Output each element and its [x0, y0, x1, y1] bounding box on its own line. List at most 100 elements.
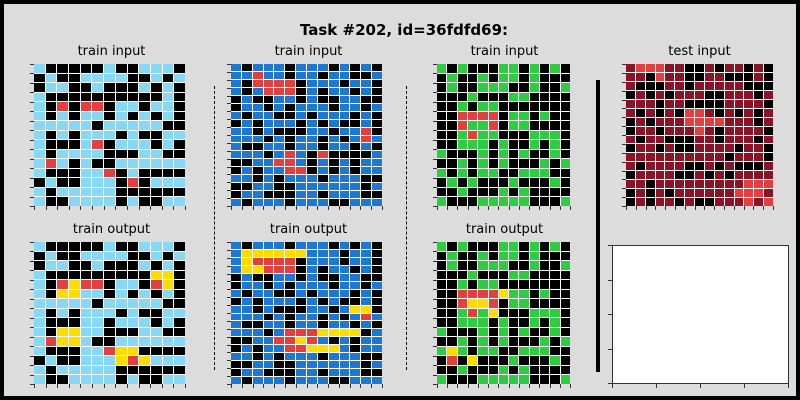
- grid-cell: [69, 318, 80, 327]
- grid-cell: [457, 159, 467, 168]
- grid-cell: [626, 171, 635, 180]
- grid-cell: [296, 183, 306, 191]
- grid-cell: [45, 187, 57, 197]
- y-tick: [30, 270, 34, 272]
- grid-cell: [734, 90, 744, 99]
- y-tick: [622, 161, 626, 163]
- grid-cell: [635, 171, 645, 180]
- grid-cell: [764, 90, 773, 99]
- grid-cell: [162, 159, 174, 168]
- grid-cell: [45, 251, 57, 261]
- grid-cell: [550, 178, 560, 187]
- grid-cell: [263, 329, 274, 337]
- grid-cell: [274, 119, 285, 127]
- y-tick: [622, 126, 626, 128]
- y-tick: [433, 82, 437, 84]
- grid-cell: [665, 81, 675, 90]
- grid-cell: [296, 64, 306, 71]
- grid-cell: [150, 375, 162, 384]
- y-tick: [30, 206, 34, 207]
- grid-cell: [655, 135, 665, 144]
- grid-cell: [714, 162, 724, 171]
- grid-cell: [350, 249, 361, 257]
- grid-cell: [498, 327, 509, 337]
- grid-cell: [339, 199, 350, 206]
- grid-cell: [174, 280, 185, 289]
- y-tick: [30, 92, 34, 94]
- grid-cell: [339, 313, 350, 321]
- y-tick: [227, 135, 231, 136]
- grid-cell: [274, 329, 285, 337]
- grid-cell: [34, 111, 45, 121]
- grid-cell: [285, 273, 296, 281]
- x-tick: [529, 206, 531, 210]
- grid-cell: [467, 178, 478, 187]
- y-tick: [433, 158, 437, 160]
- grid-cell: [252, 265, 263, 273]
- grid-cell: [80, 251, 92, 261]
- grid-cell: [150, 102, 162, 111]
- grid-cell: [92, 280, 104, 289]
- grid-cell: [361, 329, 372, 337]
- grid-cell: [361, 175, 372, 183]
- grid-cell: [57, 130, 69, 140]
- grid-cell: [263, 127, 274, 135]
- grid-cell: [645, 90, 655, 99]
- grid-cell: [339, 305, 350, 313]
- grid-cell: [263, 249, 274, 257]
- grid-cell: [695, 90, 704, 99]
- grid-cell: [127, 365, 139, 375]
- grid-cell: [231, 249, 241, 257]
- grid-cell: [437, 261, 447, 270]
- grid-cell: [263, 199, 274, 206]
- grid-cell: [550, 375, 560, 384]
- grid-cell: [115, 242, 127, 251]
- y-tick: [608, 383, 612, 384]
- x-tick: [773, 206, 774, 210]
- grid-cell: [241, 135, 252, 143]
- grid-cell: [104, 337, 115, 346]
- grid-cell: [328, 281, 339, 289]
- grid-cell: [252, 337, 263, 345]
- grid-cell: [104, 289, 115, 299]
- grid-cell: [317, 337, 328, 345]
- grid-cell: [139, 289, 150, 299]
- grid-cell: [150, 346, 162, 356]
- grid-cell: [139, 111, 150, 121]
- grid-cell: [306, 191, 317, 199]
- grid-cell: [540, 140, 550, 149]
- grid-cell: [104, 261, 115, 270]
- grid-cell: [127, 308, 139, 318]
- grid-cell: [467, 102, 478, 111]
- grid-cell: [174, 187, 185, 197]
- y-tick: [622, 99, 626, 101]
- y-tick: [227, 344, 231, 346]
- grid-cell: [645, 126, 655, 135]
- grid-cell: [437, 308, 447, 318]
- grid-cell: [285, 345, 296, 353]
- grid-cell: [724, 90, 734, 99]
- grid-cell: [328, 175, 339, 183]
- grid-cell: [478, 365, 488, 375]
- grid-cell: [685, 126, 695, 135]
- grid-cell: [339, 289, 350, 297]
- grid-cell: [69, 187, 80, 197]
- grid-cell: [361, 119, 372, 127]
- grid-cell: [488, 178, 498, 187]
- grid-cell: [45, 149, 57, 159]
- grid-cell: [724, 162, 734, 171]
- grid-cell: [467, 64, 478, 73]
- grid-cell: [529, 73, 540, 83]
- x-tick: [498, 384, 500, 388]
- grid-cell: [45, 356, 57, 365]
- grid-cell: [174, 308, 185, 318]
- grid-cell: [675, 90, 685, 99]
- grid-cell: [478, 178, 488, 187]
- grid-cell: [478, 375, 488, 384]
- grid-cell: [92, 318, 104, 327]
- grid-cell: [714, 81, 724, 90]
- grid-cell: [447, 299, 457, 308]
- grid-cell: [241, 273, 252, 281]
- grid-cell: [92, 149, 104, 159]
- grid-cell: [665, 108, 675, 117]
